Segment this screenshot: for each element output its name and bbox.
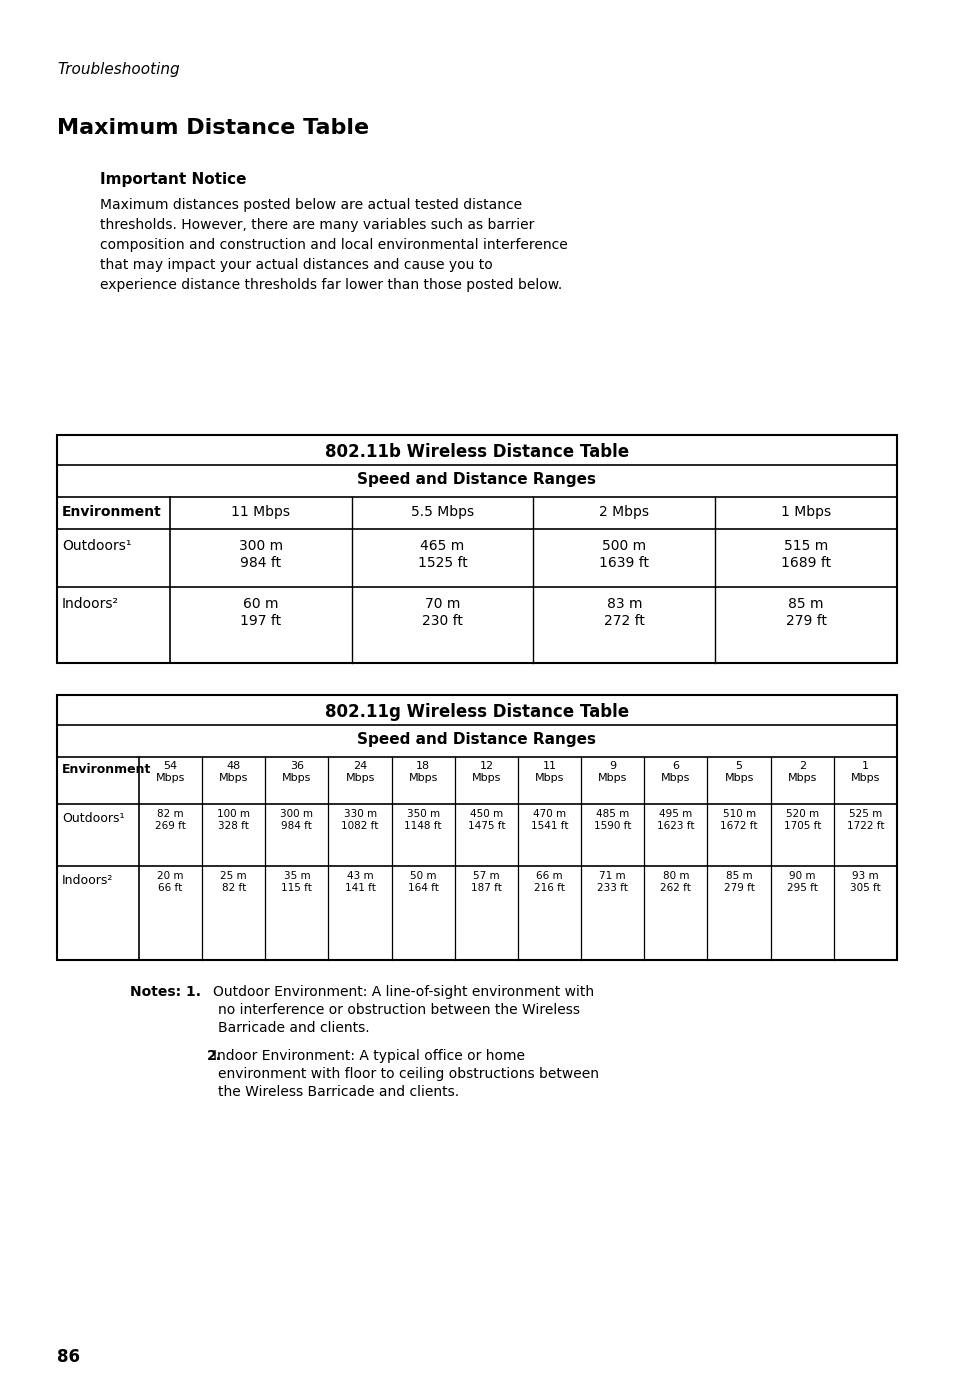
Text: 60 m
197 ft: 60 m 197 ft <box>240 597 281 629</box>
Text: 525 m
1722 ft: 525 m 1722 ft <box>845 809 883 831</box>
Text: the Wireless Barricade and clients.: the Wireless Barricade and clients. <box>218 1085 458 1099</box>
Text: 510 m
1672 ft: 510 m 1672 ft <box>720 809 757 831</box>
Text: 83 m
272 ft: 83 m 272 ft <box>603 597 644 629</box>
Text: 2.: 2. <box>207 1049 222 1063</box>
Text: 82 m
269 ft: 82 m 269 ft <box>155 809 186 831</box>
Text: Outdoors¹: Outdoors¹ <box>62 539 132 552</box>
Text: 500 m
1639 ft: 500 m 1639 ft <box>598 539 649 570</box>
Text: 465 m
1525 ft: 465 m 1525 ft <box>417 539 467 570</box>
Text: 85 m
279 ft: 85 m 279 ft <box>723 872 754 894</box>
Text: 1 Mbps: 1 Mbps <box>781 505 830 519</box>
Text: 20 m
66 ft: 20 m 66 ft <box>157 872 184 894</box>
Text: 2
Mbps: 2 Mbps <box>787 761 816 783</box>
Text: Environment: Environment <box>62 763 152 776</box>
Text: Indoors²: Indoors² <box>62 597 119 611</box>
Text: 9
Mbps: 9 Mbps <box>598 761 627 783</box>
Text: 520 m
1705 ft: 520 m 1705 ft <box>782 809 821 831</box>
Text: 66 m
216 ft: 66 m 216 ft <box>534 872 564 894</box>
Text: 6
Mbps: 6 Mbps <box>660 761 690 783</box>
Text: 100 m
328 ft: 100 m 328 ft <box>217 809 250 831</box>
Text: 11
Mbps: 11 Mbps <box>535 761 563 783</box>
Text: 93 m
305 ft: 93 m 305 ft <box>849 872 880 894</box>
Text: 300 m
984 ft: 300 m 984 ft <box>238 539 283 570</box>
Text: Environment: Environment <box>62 505 162 519</box>
Text: 450 m
1475 ft: 450 m 1475 ft <box>467 809 505 831</box>
Text: Important Notice: Important Notice <box>100 172 246 187</box>
Text: composition and construction and local environmental interference: composition and construction and local e… <box>100 237 567 253</box>
Text: 495 m
1623 ft: 495 m 1623 ft <box>657 809 694 831</box>
Text: 43 m
141 ft: 43 m 141 ft <box>344 872 375 894</box>
Text: Indoors²: Indoors² <box>62 874 113 887</box>
Text: Speed and Distance Ranges: Speed and Distance Ranges <box>357 731 596 747</box>
Text: 802.11g Wireless Distance Table: 802.11g Wireless Distance Table <box>325 702 628 720</box>
Text: 300 m
984 ft: 300 m 984 ft <box>280 809 314 831</box>
Text: 802.11b Wireless Distance Table: 802.11b Wireless Distance Table <box>325 443 628 461</box>
Text: Speed and Distance Ranges: Speed and Distance Ranges <box>357 472 596 487</box>
Text: 36
Mbps: 36 Mbps <box>282 761 312 783</box>
Text: 330 m
1082 ft: 330 m 1082 ft <box>341 809 378 831</box>
Text: no interference or obstruction between the Wireless: no interference or obstruction between t… <box>218 1004 579 1017</box>
Text: Barricade and clients.: Barricade and clients. <box>218 1022 369 1035</box>
Text: 12
Mbps: 12 Mbps <box>471 761 500 783</box>
Text: experience distance thresholds far lower than those posted below.: experience distance thresholds far lower… <box>100 278 561 291</box>
Text: 70 m
230 ft: 70 m 230 ft <box>422 597 462 629</box>
Text: 71 m
233 ft: 71 m 233 ft <box>597 872 627 894</box>
Text: 54
Mbps: 54 Mbps <box>155 761 185 783</box>
Text: 35 m
115 ft: 35 m 115 ft <box>281 872 312 894</box>
Text: 90 m
295 ft: 90 m 295 ft <box>786 872 817 894</box>
Text: 485 m
1590 ft: 485 m 1590 ft <box>594 809 631 831</box>
Bar <box>57 434 896 663</box>
Text: environment with floor to ceiling obstructions between: environment with floor to ceiling obstru… <box>218 1067 598 1081</box>
Text: 86: 86 <box>57 1348 80 1366</box>
Text: 515 m
1689 ft: 515 m 1689 ft <box>781 539 830 570</box>
Text: Notes: 1.: Notes: 1. <box>130 985 201 999</box>
Text: 57 m
187 ft: 57 m 187 ft <box>471 872 501 894</box>
Text: Troubleshooting: Troubleshooting <box>57 62 179 76</box>
Text: 80 m
262 ft: 80 m 262 ft <box>659 872 691 894</box>
Text: 1
Mbps: 1 Mbps <box>850 761 880 783</box>
Text: 350 m
1148 ft: 350 m 1148 ft <box>404 809 441 831</box>
Text: thresholds. However, there are many variables such as barrier: thresholds. However, there are many vari… <box>100 218 534 232</box>
Text: 25 m
82 ft: 25 m 82 ft <box>220 872 247 894</box>
Text: Indoor Environment: A typical office or home: Indoor Environment: A typical office or … <box>213 1049 524 1063</box>
Text: Outdoor Environment: A line-of-sight environment with: Outdoor Environment: A line-of-sight env… <box>213 985 594 999</box>
Text: 5.5 Mbps: 5.5 Mbps <box>411 505 474 519</box>
Text: 11 Mbps: 11 Mbps <box>232 505 290 519</box>
Text: 48
Mbps: 48 Mbps <box>219 761 248 783</box>
Bar <box>57 695 896 960</box>
Text: 5
Mbps: 5 Mbps <box>723 761 753 783</box>
Text: that may impact your actual distances and cause you to: that may impact your actual distances an… <box>100 258 493 272</box>
Text: 2 Mbps: 2 Mbps <box>598 505 649 519</box>
Text: 24
Mbps: 24 Mbps <box>345 761 375 783</box>
Text: 50 m
164 ft: 50 m 164 ft <box>407 872 438 894</box>
Text: 85 m
279 ft: 85 m 279 ft <box>785 597 825 629</box>
Text: Maximum Distance Table: Maximum Distance Table <box>57 118 369 137</box>
Text: Maximum distances posted below are actual tested distance: Maximum distances posted below are actua… <box>100 198 521 212</box>
Text: 470 m
1541 ft: 470 m 1541 ft <box>530 809 568 831</box>
Text: 18
Mbps: 18 Mbps <box>408 761 437 783</box>
Text: Outdoors¹: Outdoors¹ <box>62 812 125 824</box>
